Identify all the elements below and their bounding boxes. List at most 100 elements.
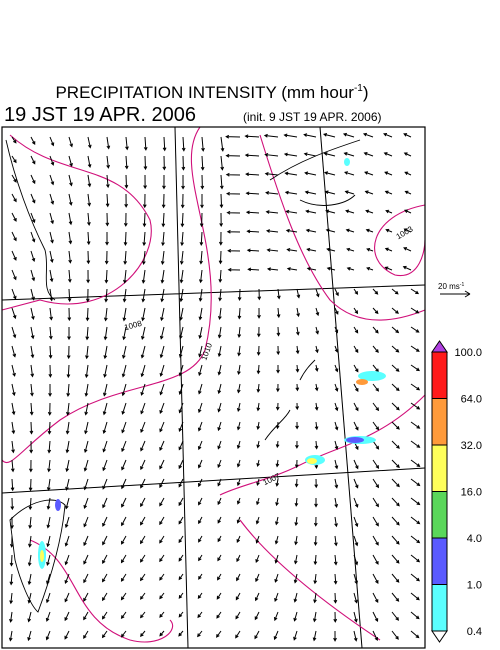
wind-vector (217, 383, 222, 395)
wind-vector (179, 269, 184, 284)
wind-vector (179, 326, 184, 340)
wind-vector (160, 250, 165, 265)
wind-vector (85, 326, 90, 341)
wind-vector (102, 440, 108, 453)
wind-vector (28, 535, 32, 548)
wind-vector (265, 210, 279, 214)
wind-vector (64, 573, 70, 584)
wind-vector (372, 554, 379, 565)
wind-vector (178, 383, 184, 396)
wind-vector (11, 250, 17, 261)
wind-vector (275, 497, 279, 507)
wind-vector (403, 209, 412, 214)
wind-vector (254, 611, 260, 621)
wind-vector (218, 231, 223, 246)
wind-vector (353, 573, 358, 585)
wind-vector (121, 440, 127, 453)
wind-vector (178, 592, 184, 599)
title-sup: -1 (354, 83, 363, 94)
wind-vector (199, 250, 203, 265)
wind-vector (322, 132, 336, 138)
wind-vector (180, 193, 185, 209)
wind-vector (391, 592, 400, 602)
wind-vector (410, 307, 420, 314)
wind-vector (83, 440, 89, 454)
wind-vector (404, 190, 412, 195)
wind-vector (385, 228, 393, 233)
wind-vector (353, 421, 359, 431)
wind-vector (11, 402, 16, 416)
init-time: (init. 9 JST 19 APR. 2006) (243, 110, 382, 124)
wind-vector (353, 402, 359, 412)
wind-vector (334, 345, 339, 353)
wind-vector (49, 193, 55, 205)
wind-vector (246, 229, 260, 234)
colorbar-label: 64.0 (461, 394, 482, 406)
wind-vector (102, 402, 108, 416)
wind-vector (235, 592, 241, 601)
wind-vector (334, 478, 339, 489)
wind-vector (217, 402, 222, 413)
colorbar-label: 16.0 (461, 487, 482, 499)
wind-vector (403, 133, 412, 138)
wind-vector (102, 554, 108, 565)
wind-vector (410, 440, 421, 448)
wind-vectors (8, 132, 421, 642)
wind-vector (384, 247, 393, 252)
wind-vector (46, 573, 51, 585)
wind-vector (9, 573, 14, 586)
wind-vector (29, 402, 34, 416)
colorbar-label: 1.0 (467, 580, 482, 592)
wind-vector (198, 554, 203, 562)
wind-vector (324, 190, 336, 195)
wind-vector (83, 554, 89, 565)
wind-vector (47, 402, 52, 416)
wind-vector (9, 592, 13, 605)
wind-vector (304, 190, 317, 195)
isobar-label: 1003 (395, 224, 415, 241)
wind-vector (159, 459, 165, 470)
wind-vector (179, 288, 184, 303)
wind-vector (315, 288, 320, 298)
wind-vector (303, 152, 317, 157)
colorbar-band (431, 537, 448, 585)
colorbar-label: 0.4 (467, 626, 482, 638)
wind-vector (64, 516, 70, 529)
wind-vector (334, 440, 339, 451)
wind-vector (142, 231, 147, 247)
wind-vector (178, 630, 184, 637)
wind-vector (11, 193, 17, 203)
wind-vector (295, 440, 299, 449)
wind-vector (11, 136, 17, 144)
wind-vector (219, 174, 224, 190)
wind-vector (8, 630, 13, 642)
wind-vector (410, 345, 420, 352)
wind-vector (103, 326, 108, 341)
wind-vector (49, 269, 54, 283)
wind-vector (30, 307, 35, 320)
wind-vector (104, 250, 109, 265)
wind-vector (67, 288, 72, 303)
wind-vector (304, 171, 317, 176)
wind-vector (197, 440, 203, 451)
wind-vector (293, 592, 298, 603)
colorbar-band (431, 584, 448, 632)
wind-vector (48, 326, 53, 340)
wind-vector (313, 573, 318, 585)
wind-vector (265, 229, 279, 233)
wind-vector (178, 364, 184, 377)
wind-vector (120, 592, 127, 601)
wind-vector (10, 497, 15, 511)
wind-vector (102, 497, 108, 509)
wind-vector (255, 573, 260, 583)
wind-vector (46, 554, 51, 566)
wind-vector (345, 228, 355, 233)
wind-vector (342, 132, 355, 138)
wind-vector (372, 288, 379, 295)
colorbar-cap (431, 630, 448, 643)
wind-vector (102, 383, 108, 397)
wind-vector (343, 152, 355, 157)
wind-vector (391, 326, 400, 334)
colorbar: 100.0 64.0 32.0 16.0 4.0 1.0 0.4 (431, 340, 482, 643)
wind-vector (83, 592, 89, 602)
